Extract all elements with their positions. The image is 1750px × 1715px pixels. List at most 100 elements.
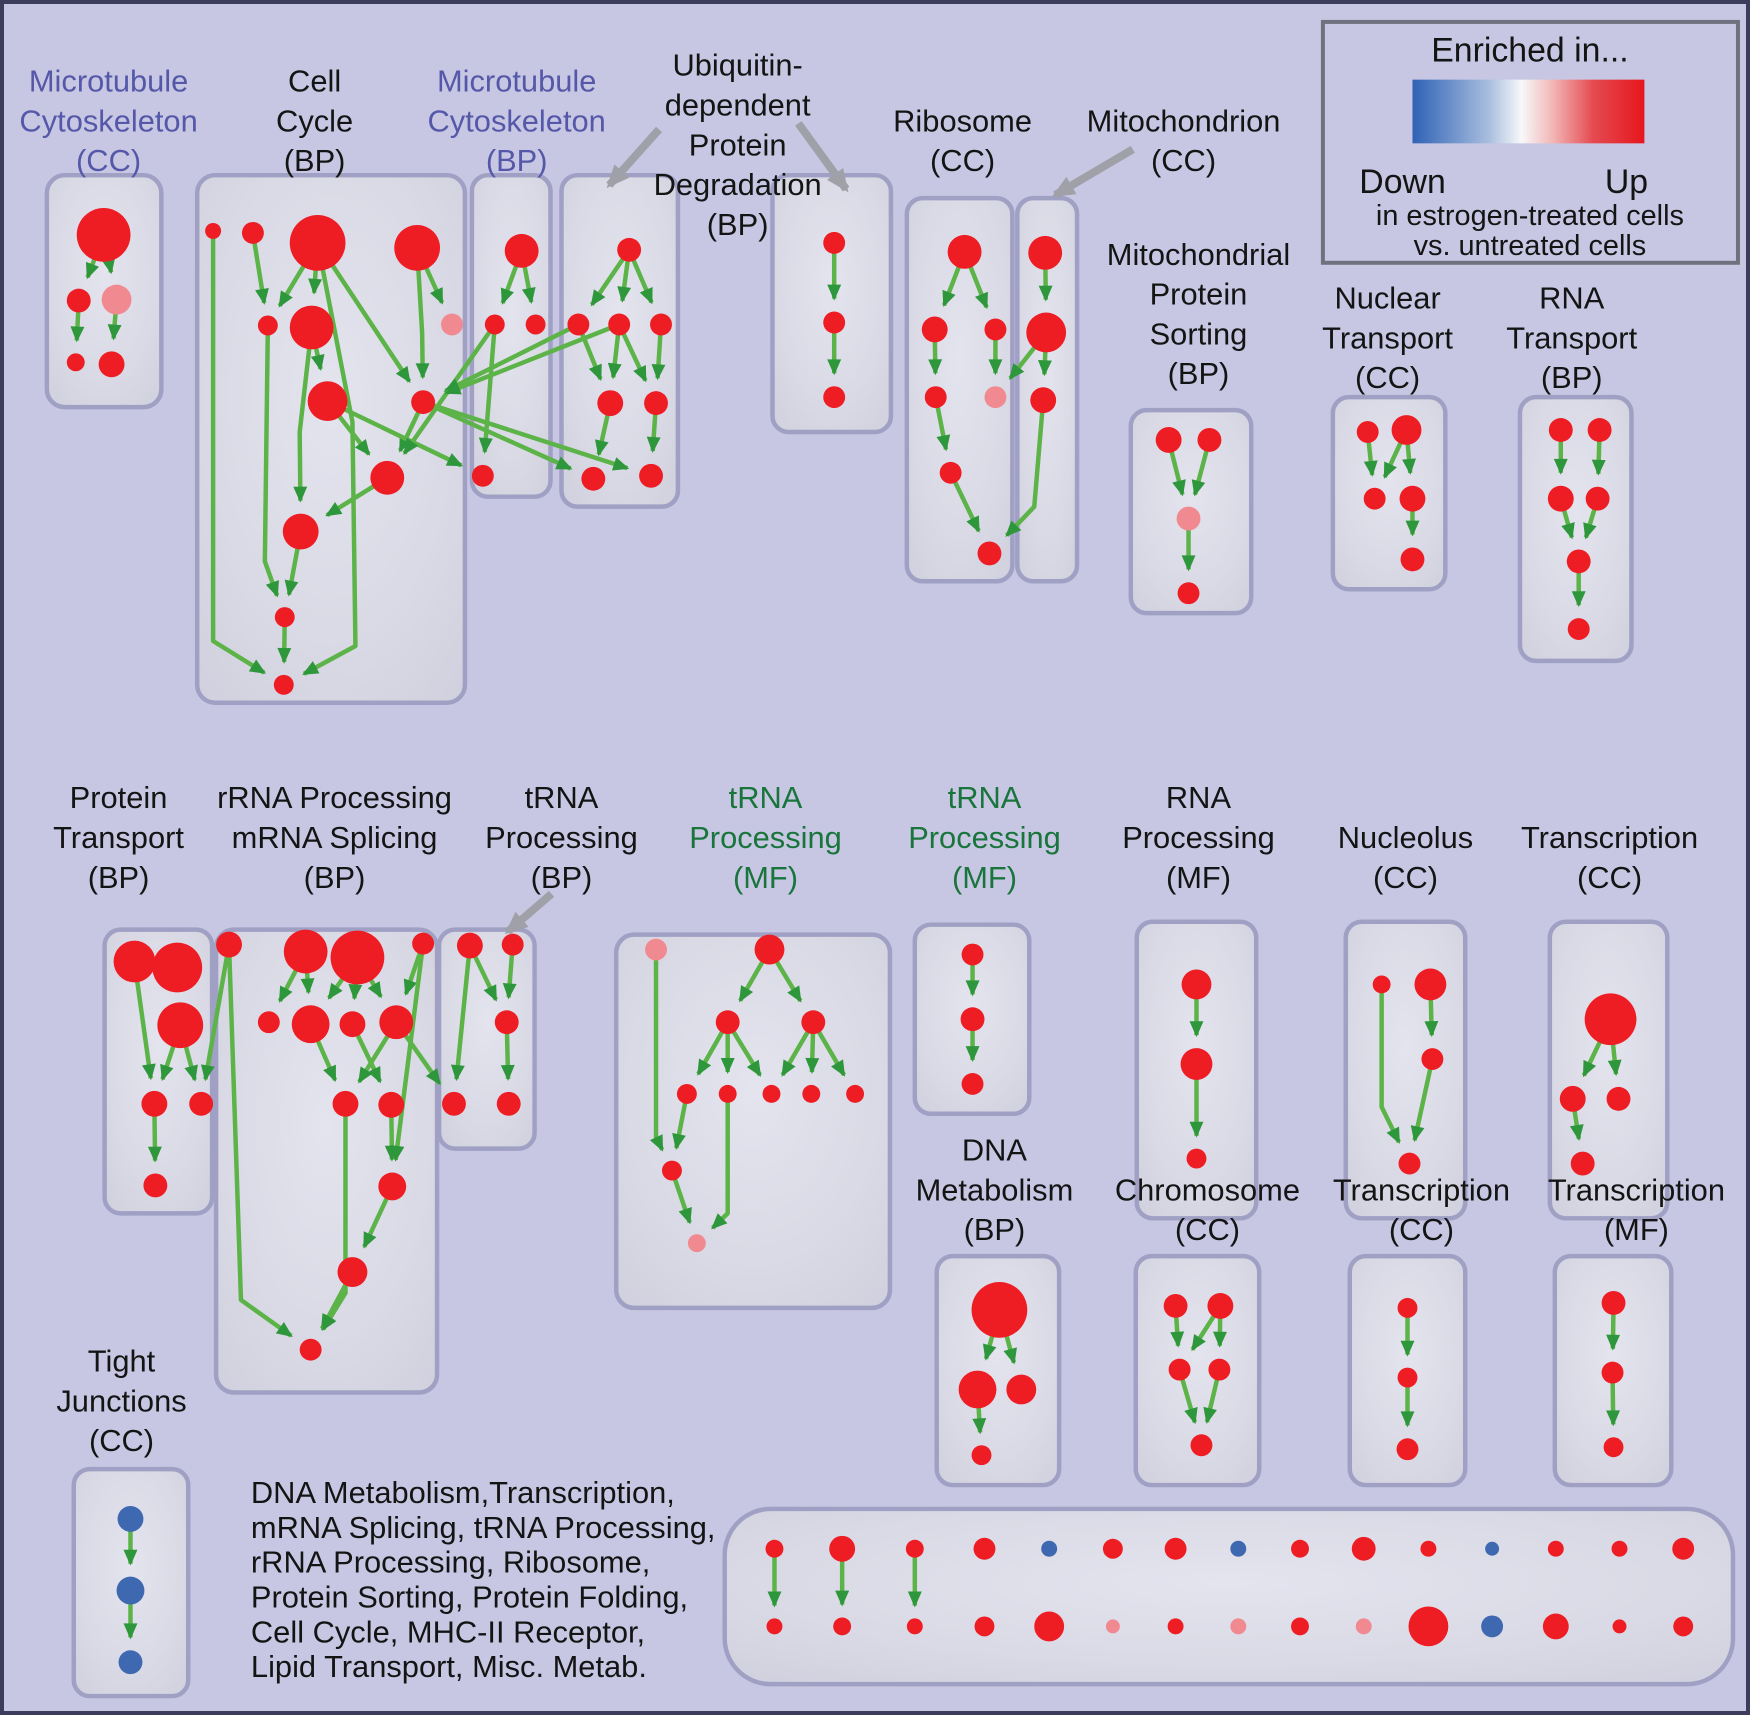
- node-wb2: [833, 1617, 852, 1636]
- edge-g3-f7: [1005, 399, 1046, 538]
- cluster-label-rna-transport-bp: Transport: [1506, 320, 1637, 355]
- node-s3: [1006, 1374, 1037, 1405]
- node-l10: [378, 1091, 405, 1118]
- node-r4: [1570, 1151, 1595, 1176]
- node-f1: [947, 234, 982, 269]
- cluster-label-mitochondrion-cc: (CC): [1151, 143, 1216, 178]
- legend-subtitle-1: in estrogen-treated cells: [1376, 200, 1684, 232]
- node-wt8: [1230, 1540, 1247, 1557]
- edge-b4-b13: [414, 247, 430, 380]
- cluster-label-mitochondrial-protein-sorting-bp: Sorting: [1150, 316, 1248, 351]
- node-wt6: [1102, 1538, 1123, 1559]
- cluster-label-nucleolus-cc: Nucleolus: [1338, 820, 1473, 855]
- cluster-label-rna-processing-mf: Processing: [1122, 820, 1275, 855]
- node-s2: [958, 1370, 997, 1409]
- node-wb4: [974, 1616, 995, 1637]
- cluster-label-ubiquitin-degradation-bp-left: Protein: [689, 127, 787, 162]
- cluster-label-rna-transport-bp: (BP): [1541, 360, 1603, 395]
- node-u2: [1397, 1367, 1418, 1388]
- node-i4: [1399, 485, 1426, 512]
- node-b9: [370, 460, 405, 495]
- node-l6: [291, 1005, 330, 1044]
- node-wb8: [1230, 1618, 1247, 1635]
- node-n5: [676, 1083, 697, 1104]
- node-l9: [332, 1090, 359, 1117]
- node-l3: [330, 930, 385, 985]
- cluster-label-trna-processing-bp: tRNA: [525, 780, 599, 815]
- legend-gradient-bar: [1412, 79, 1645, 144]
- mitochondrion-pointer: [1051, 145, 1135, 199]
- node-f2: [921, 316, 948, 343]
- cluster-label-trna-processing-mf-1: tRNA: [729, 780, 803, 815]
- edge-b3-b12: [302, 242, 358, 676]
- edge-l9-l13: [321, 1103, 348, 1332]
- node-g1: [1028, 235, 1063, 270]
- node-i5: [1400, 547, 1425, 572]
- grouped-terms-line-5: Cell Cycle, MHC-II Receptor,: [251, 1614, 645, 1649]
- edge-q3-q4: [1410, 1058, 1435, 1143]
- node-n3: [715, 1010, 740, 1035]
- node-r3: [1606, 1086, 1631, 1111]
- node-b4: [394, 224, 441, 271]
- node-wt11: [1420, 1540, 1437, 1557]
- node-m4: [442, 1091, 466, 1116]
- node-l13: [299, 1338, 322, 1361]
- node-c4: [471, 464, 494, 487]
- node-r1: [1584, 993, 1637, 1046]
- node-b5: [257, 315, 278, 336]
- cluster-label-rna-processing-mf: RNA: [1166, 780, 1232, 815]
- legend-box: [1320, 19, 1740, 265]
- grouped-terms-line-4: Protein Sorting, Protein Folding,: [251, 1579, 688, 1614]
- cluster-label-nuclear-transport-cc: Nuclear: [1334, 281, 1440, 316]
- node-wt3: [905, 1539, 924, 1558]
- node-b1: [205, 222, 222, 239]
- cluster-label-ubiquitin-degradation-bp-left: Ubiquitin-: [672, 48, 802, 83]
- node-h1: [1155, 427, 1182, 453]
- node-k2: [152, 942, 203, 993]
- node-b12: [273, 674, 294, 695]
- cluster-label-microtubule-cytoskeleton-bp: Microtubule: [437, 64, 596, 99]
- node-n11: [687, 1234, 706, 1253]
- node-g3: [1030, 387, 1057, 414]
- edge-n1-n10: [649, 949, 665, 1152]
- node-b8: [441, 313, 463, 336]
- cluster-label-protein-transport-bp: (BP): [88, 860, 150, 895]
- cluster-label-trna-processing-bp: Processing: [485, 820, 638, 855]
- node-b7: [307, 381, 348, 422]
- node-l11: [378, 1172, 407, 1201]
- node-a2: [66, 288, 91, 313]
- node-i3: [1363, 487, 1386, 510]
- edge-b5-b11: [262, 325, 280, 598]
- grouped-terms-line-1: DNA Metabolism,Transcription,: [251, 1475, 675, 1510]
- node-wt4: [973, 1537, 996, 1560]
- cluster-label-nuclear-transport-cc: (CC): [1355, 360, 1420, 395]
- node-tj3: [118, 1650, 143, 1675]
- grouped-terms-line-3: rRNA Processing, Ribosome,: [251, 1545, 650, 1580]
- cluster-label-trna-processing-mf-2: (MF): [952, 860, 1017, 895]
- node-j4: [1585, 486, 1610, 511]
- cluster-label-protein-transport-bp: Protein: [70, 780, 168, 815]
- node-v1: [1601, 1290, 1626, 1315]
- node-n7: [762, 1084, 781, 1103]
- edge-l1-l13: [226, 944, 293, 1338]
- cluster-label-rna-processing-mf: (MF): [1166, 860, 1231, 895]
- node-e2: [823, 311, 846, 334]
- node-b6: [289, 305, 334, 350]
- node-p3: [1186, 1148, 1207, 1169]
- edge-d3-b13: [444, 322, 621, 396]
- node-n1: [645, 938, 667, 961]
- node-m2: [501, 933, 524, 956]
- node-a1: [76, 208, 131, 262]
- cluster-label-trna-processing-mf-2: tRNA: [948, 780, 1022, 815]
- node-b2: [241, 221, 264, 244]
- cluster-label-transcription-cc-2: (CC): [1389, 1212, 1454, 1247]
- node-f3: [984, 318, 1007, 341]
- node-k5: [189, 1091, 214, 1116]
- node-wb9: [1291, 1617, 1309, 1636]
- node-wb14: [1612, 1619, 1627, 1634]
- node-b11: [274, 607, 295, 628]
- cluster-box-trna-processing-bp: [436, 927, 537, 1151]
- ubiquitin-left-pointer: [606, 126, 662, 189]
- cluster-label-nucleolus-cc: (CC): [1373, 860, 1438, 895]
- cluster-box-microtubule-cytoskeleton-cc: [44, 172, 164, 410]
